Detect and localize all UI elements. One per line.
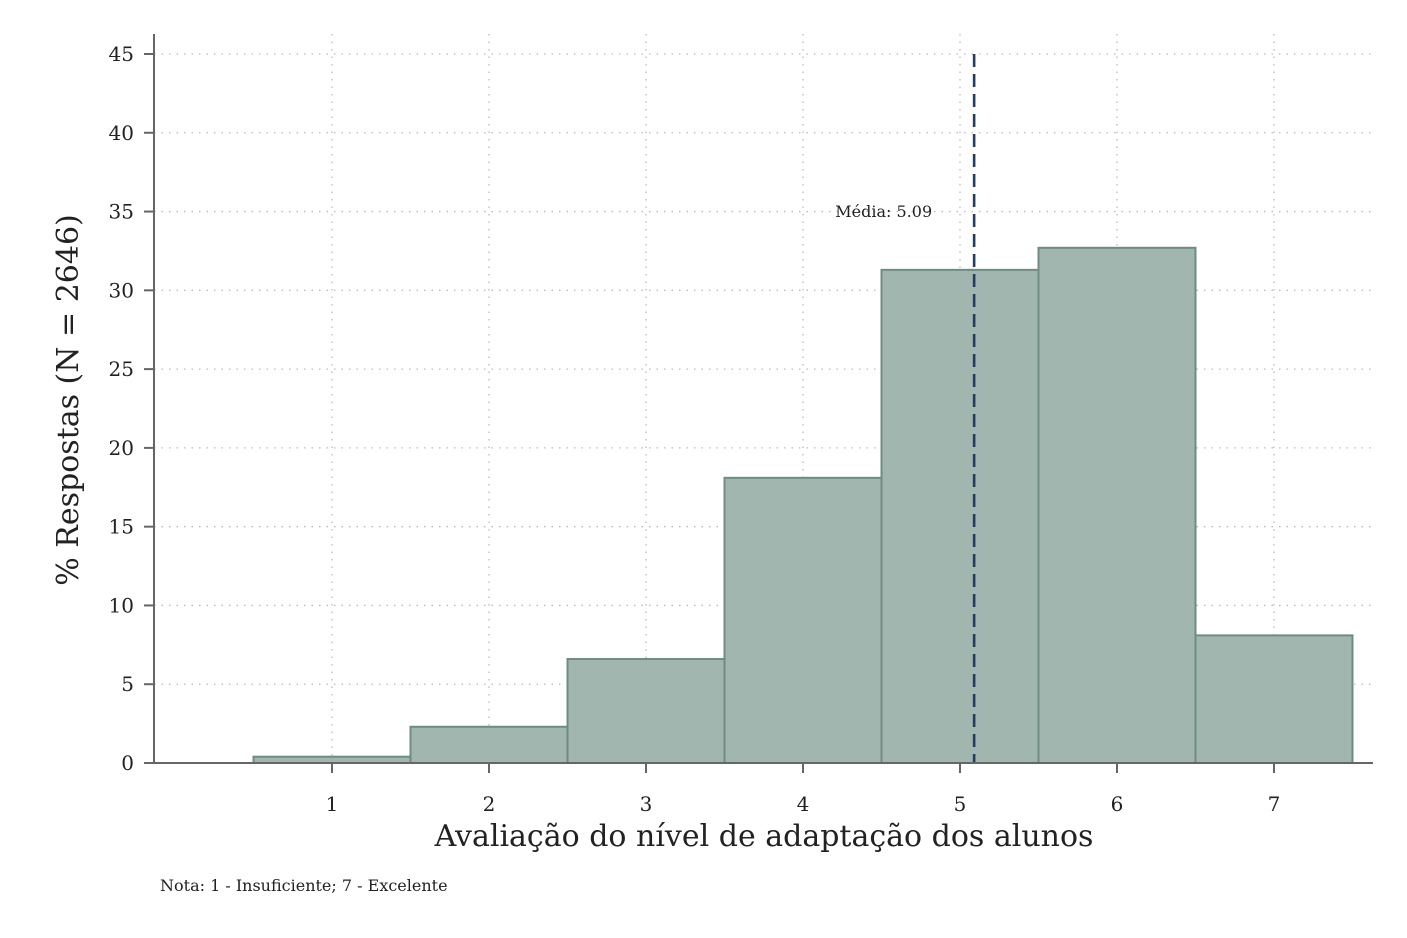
x-tick-label: 1	[326, 792, 339, 816]
bar-4	[723, 476, 883, 764]
y-axis-title: % Respostas (N = 2646)	[51, 214, 86, 586]
y-tick-label: 35	[109, 200, 134, 224]
x-tick-labels: 1 2 3 4 5 6 7	[326, 763, 1281, 816]
y-tick-label: 25	[109, 357, 134, 381]
axes	[153, 34, 1373, 764]
bar-5	[880, 268, 1040, 764]
x-tick-label: 6	[1111, 792, 1124, 816]
y-tick-label: 20	[109, 436, 134, 460]
bar-7	[1194, 634, 1354, 765]
y-tick-label: 30	[109, 278, 134, 302]
bar-6	[1037, 246, 1197, 764]
y-tick-label: 40	[109, 121, 134, 145]
y-tick-label: 0	[121, 751, 134, 775]
x-axis-title: Avaliação do nível de adaptação dos alun…	[434, 819, 1094, 854]
x-tick-label: 7	[1268, 792, 1281, 816]
x-tick-label: 3	[640, 792, 653, 816]
y-tick-labels: 0 5 10 15 20 25 30 35 40 45	[109, 42, 154, 775]
x-tick-label: 4	[797, 792, 810, 816]
y-tick-label: 15	[109, 515, 134, 539]
bar-3	[566, 658, 726, 764]
mean-label: Média: 5.09	[835, 202, 932, 221]
x-tick-label: 2	[483, 792, 496, 816]
y-tick-label: 10	[109, 593, 134, 617]
footnote: Nota: 1 - Insuficiente; 7 - Excelente	[160, 876, 448, 895]
y-tick-label: 45	[109, 42, 134, 66]
bars	[252, 246, 1354, 765]
bar-2	[409, 725, 569, 764]
mean-marker: Média: 5.09	[835, 54, 976, 763]
x-tick-label: 5	[954, 792, 967, 816]
y-tick-label: 5	[121, 672, 134, 696]
